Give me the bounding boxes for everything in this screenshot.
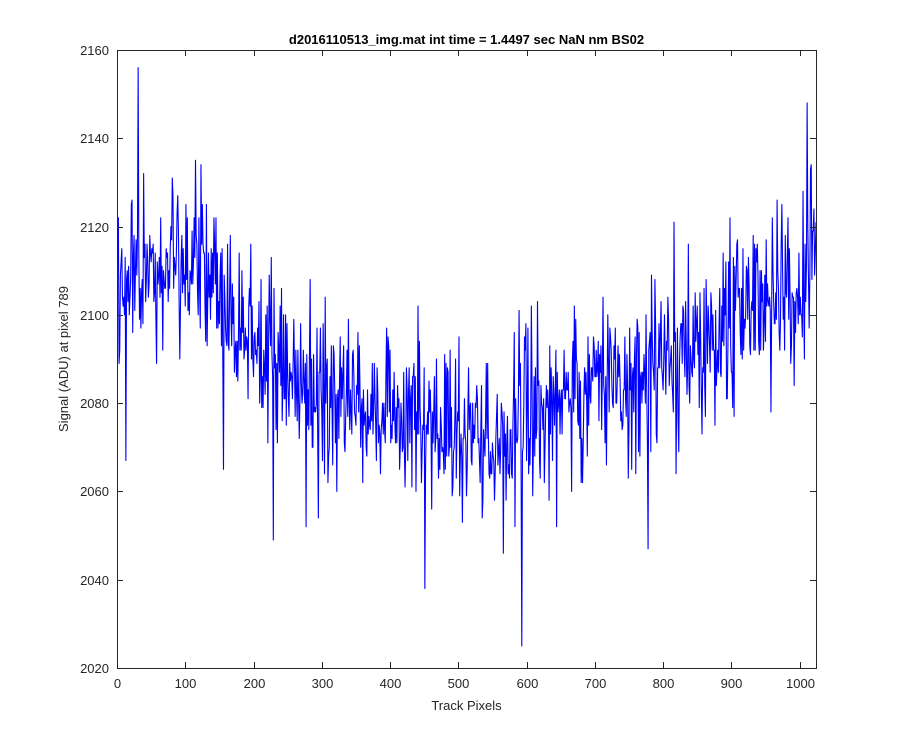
y-tick-label: 2160 — [80, 43, 109, 58]
data-layer — [117, 67, 817, 647]
axes-layer: 0 100 200 300 400 500 600 700 800 900 1000 2020 2040… — [80, 43, 817, 691]
x-tick-label: 100 — [175, 676, 197, 691]
x-tick-label: 500 — [448, 676, 470, 691]
x-tick-label: 800 — [653, 676, 675, 691]
series-line-signal — [117, 67, 817, 647]
x-tick-label: 700 — [585, 676, 607, 691]
y-tick-label: 2080 — [80, 396, 109, 411]
x-tick-label: 400 — [380, 676, 402, 691]
x-tick-label: 600 — [517, 676, 539, 691]
y-tick-label: 2120 — [80, 220, 109, 235]
x-tick-label: 200 — [244, 676, 266, 691]
y-tick-label: 2040 — [80, 573, 109, 588]
x-tick-label: 300 — [312, 676, 334, 691]
x-axis-label: Track Pixels — [431, 698, 502, 713]
y-tick-label: 2140 — [80, 131, 109, 146]
plot-area — [117, 50, 816, 668]
x-tick-label: 1000 — [786, 676, 815, 691]
y-axis-label: Signal (ADU) at pixel 789 — [56, 286, 71, 432]
plot-background — [117, 50, 816, 668]
y-tick-label: 2060 — [80, 484, 109, 499]
x-tick-label: 0 — [114, 676, 121, 691]
y-tick-label: 2100 — [80, 308, 109, 323]
x-tick-label: 900 — [721, 676, 743, 691]
axes-box — [117, 50, 817, 669]
chart-title: d2016110513_img.mat int time = 1.4497 se… — [289, 32, 644, 47]
y-tick-label: 2020 — [80, 661, 109, 676]
